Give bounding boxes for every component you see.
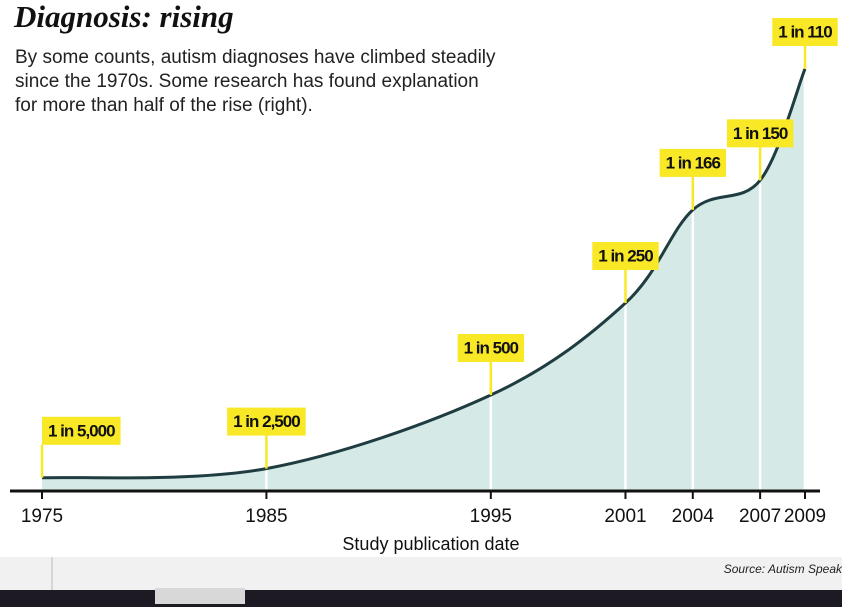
x-tick-label: 2001: [604, 506, 646, 527]
chart-title: Diagnosis: rising: [13, 0, 234, 34]
x-axis-label: Study publication date: [342, 534, 519, 554]
x-tick-label: 1975: [21, 506, 63, 527]
label-box: [772, 18, 838, 46]
x-tick-label: 2004: [672, 506, 715, 527]
label-box: [592, 242, 659, 270]
source: Source: Autism Speak: [724, 562, 842, 576]
ui-taskbar: [0, 590, 842, 607]
x-tick-label: 2009: [784, 506, 826, 527]
x-tick-label: 2007: [739, 506, 781, 527]
value-label: 1 in 166: [666, 153, 721, 172]
subtitle-line: By some counts, autism diagnoses have cl…: [15, 47, 496, 68]
label-box: [726, 119, 794, 148]
line: [41, 68, 807, 480]
value-label: 1 in 5,000: [48, 421, 115, 440]
value-label: 1 in 150: [733, 124, 788, 143]
value-label: 1 in 110: [778, 22, 832, 41]
value-label: 1 in 2,500: [233, 412, 300, 431]
ui-button: [155, 588, 245, 604]
value-label: 1 in 250: [598, 246, 653, 265]
x-tick-label: 1995: [470, 506, 512, 527]
ui-strip: [0, 557, 842, 590]
label-box: [659, 148, 726, 177]
value-label: 1 in 500: [464, 338, 519, 357]
label-box: [42, 416, 121, 445]
x-tick-label: 1985: [245, 506, 287, 527]
label-box: [457, 334, 525, 362]
label-box: [227, 407, 306, 436]
area: [42, 68, 805, 492]
subtitle-line: for more than half of the rise (right).: [15, 95, 313, 116]
subtitle-line: since the 1970s. Some research has found…: [15, 71, 479, 92]
